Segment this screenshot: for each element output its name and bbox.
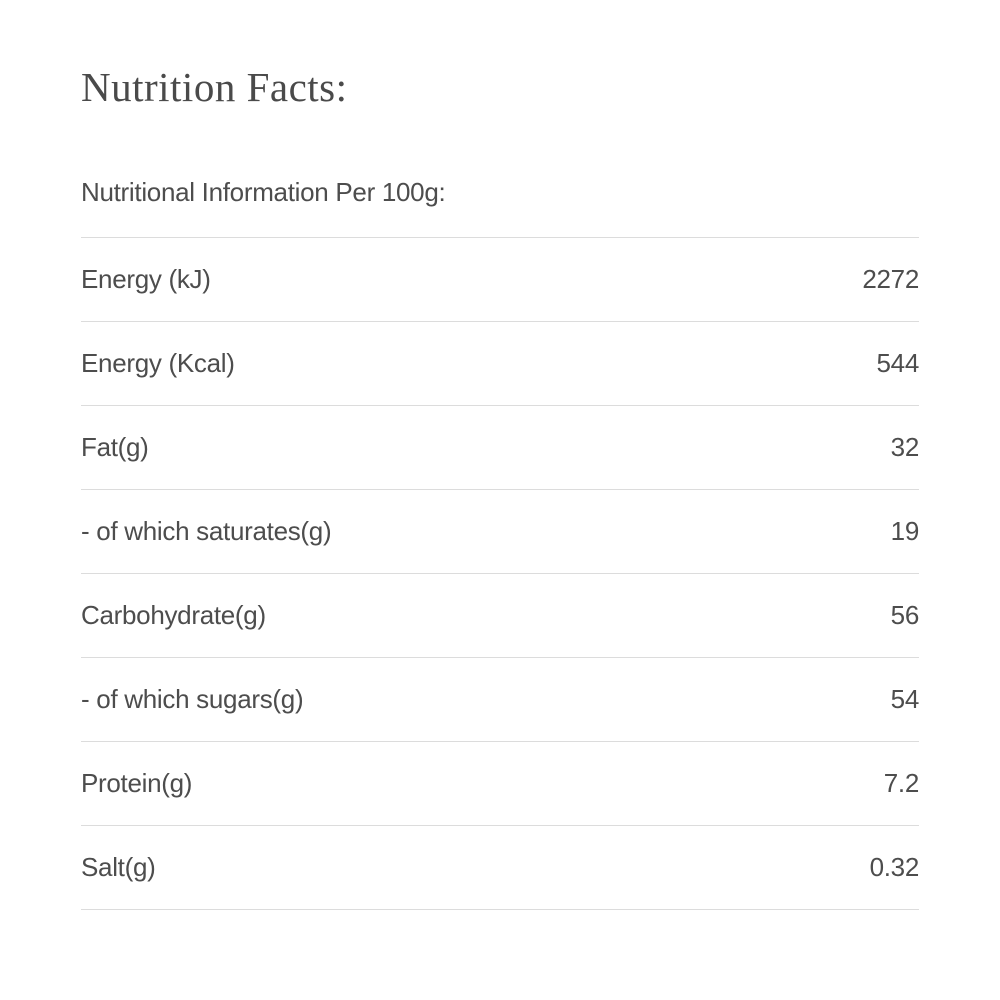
row-value: 0.32 (869, 852, 920, 882)
row-value: 54 (890, 684, 920, 714)
row-value: 19 (890, 516, 920, 546)
page-title: Nutrition Facts: (81, 64, 348, 110)
row-value: 56 (890, 600, 920, 630)
row-label: - of which saturates(g) (81, 516, 332, 546)
row-label: Protein(g) (81, 768, 193, 798)
table-row: Protein(g) 7.2 (81, 742, 919, 826)
nutrition-table: Energy (kJ) 2272 Energy (Kcal) 544 Fat(g… (81, 237, 919, 910)
table-row: Carbohydrate(g) 56 (81, 574, 919, 658)
row-label: Carbohydrate(g) (81, 600, 266, 630)
row-value: 2272 (862, 264, 919, 294)
row-value: 7.2 (883, 768, 920, 798)
table-row: Salt(g) 0.32 (81, 826, 919, 910)
table-row: - of which saturates(g) 19 (81, 490, 919, 574)
nutrition-subtitle: Nutritional Information Per 100g: (81, 177, 446, 207)
table-row: - of which sugars(g) 54 (81, 658, 919, 742)
row-value: 544 (876, 348, 920, 378)
row-value: 32 (890, 432, 920, 462)
row-label: Energy (Kcal) (81, 348, 235, 378)
row-label: Fat(g) (81, 432, 149, 462)
table-row: Fat(g) 32 (81, 406, 919, 490)
row-label: - of which sugars(g) (81, 684, 304, 714)
table-row: Energy (Kcal) 544 (81, 322, 919, 406)
row-label: Salt(g) (81, 852, 156, 882)
table-row: Energy (kJ) 2272 (81, 238, 919, 322)
row-label: Energy (kJ) (81, 264, 211, 294)
